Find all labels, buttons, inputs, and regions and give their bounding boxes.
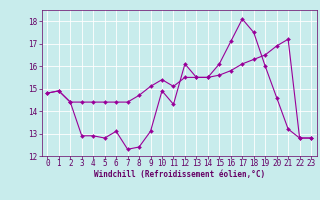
X-axis label: Windchill (Refroidissement éolien,°C): Windchill (Refroidissement éolien,°C)	[94, 170, 265, 179]
